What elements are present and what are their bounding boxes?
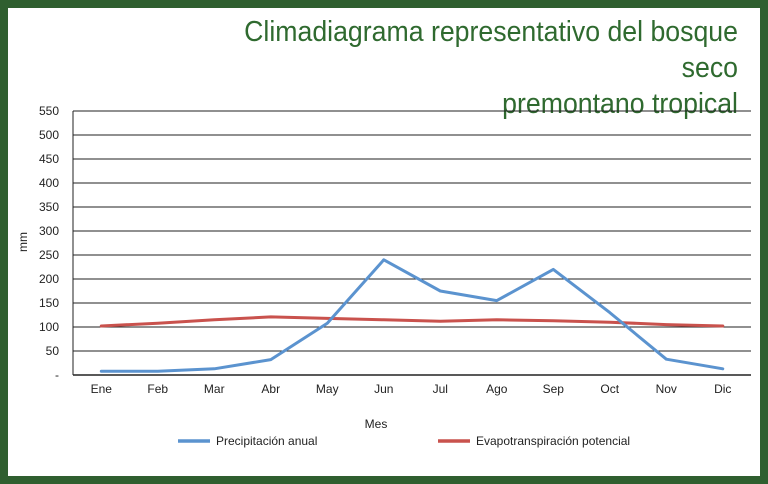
y-tick-label: 250 bbox=[39, 248, 59, 262]
y-tick-label: 50 bbox=[46, 344, 60, 358]
y-tick-label: 500 bbox=[39, 128, 59, 142]
x-tick-labels: Ene Feb Mar Abr May Jun Jul Ago Sep Oct Nov Dic bbox=[91, 382, 732, 396]
series-lines bbox=[99, 258, 725, 373]
y-tick-label: 300 bbox=[39, 224, 59, 238]
y-tick-labels: - 50 100 150 200 250 300 350 400 450 500 550 bbox=[39, 104, 59, 382]
chart-title-line-1: Climadiagrama representativo del bosque … bbox=[244, 16, 738, 84]
legend-label: Evapotranspiración potencial bbox=[476, 434, 630, 448]
y-tick-label: 150 bbox=[39, 296, 59, 310]
legend-label: Precipitación anual bbox=[216, 434, 317, 448]
y-tick-label: 400 bbox=[39, 176, 59, 190]
series-line-0 bbox=[99, 258, 725, 373]
x-tick-label: Sep bbox=[543, 382, 565, 396]
x-tick-label: Ene bbox=[91, 382, 113, 396]
y-tick-label: - bbox=[55, 368, 59, 382]
y-tick-label: 350 bbox=[39, 200, 59, 214]
y-tick-label: 550 bbox=[39, 104, 59, 118]
x-axis-label: Mes bbox=[365, 417, 388, 431]
series-line-1 bbox=[99, 315, 725, 328]
y-axis-label: mm bbox=[16, 232, 30, 252]
y-tick-label: 450 bbox=[39, 152, 59, 166]
x-tick-label: Jun bbox=[374, 382, 393, 396]
y-tick-label: 200 bbox=[39, 272, 59, 286]
chart-frame: Climadiagrama representativo del bosque … bbox=[8, 8, 760, 476]
legend: Precipitación anual Evapotranspiración po… bbox=[178, 434, 630, 448]
x-tick-label: Feb bbox=[147, 382, 168, 396]
x-tick-label: Jul bbox=[433, 382, 448, 396]
chart-title-line-2: premontano tropical bbox=[502, 88, 738, 120]
x-tick-label: May bbox=[316, 382, 339, 396]
grid-lines bbox=[72, 110, 751, 376]
x-tick-label: Mar bbox=[204, 382, 225, 396]
x-tick-label: Dic bbox=[714, 382, 731, 396]
x-tick-label: Abr bbox=[261, 382, 280, 396]
x-tick-label: Ago bbox=[486, 382, 508, 396]
y-tick-label: 100 bbox=[39, 320, 59, 334]
chart-title: Climadiagrama representativo del bosque … bbox=[186, 14, 738, 122]
x-tick-label: Oct bbox=[600, 382, 619, 396]
x-tick-label: Nov bbox=[656, 382, 677, 396]
